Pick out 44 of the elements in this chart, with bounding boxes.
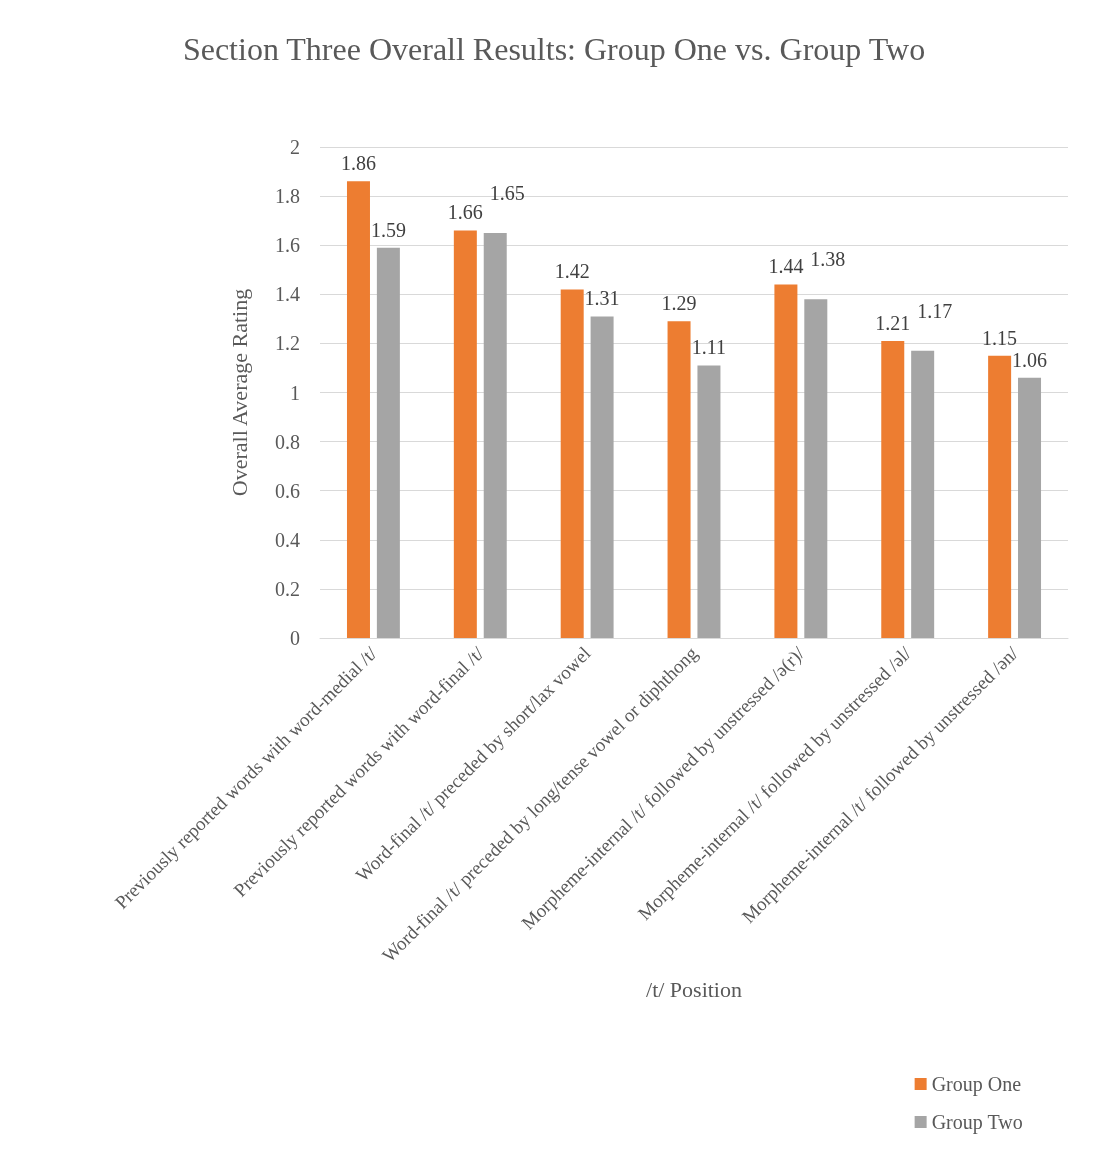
bar [590,316,614,638]
bar [667,321,691,638]
y-tick-label: 1 [290,381,300,404]
data-label: 1.66 [447,201,483,224]
bar [453,230,477,638]
bar [881,340,905,638]
bar [774,284,798,638]
bar [911,350,935,638]
y-tick-label: 1.4 [275,283,300,306]
data-label: 1.17 [917,299,953,322]
data-label: 1.21 [875,311,911,334]
data-label: 1.31 [584,287,620,310]
y-tick-label: 1.6 [275,234,300,257]
legend-label: Group One [931,1073,1022,1096]
bar [988,355,1012,638]
chart-title: Section Three Overall Results: Group One vs. Group Two [182,31,926,67]
data-label: 1.38 [810,248,846,271]
bar [804,299,828,638]
data-label: 1.59 [370,218,406,241]
y-axis-title: Overall Average Rating [226,288,252,497]
y-tick-label: 0.4 [275,528,300,551]
data-label: 1.65 [489,181,525,204]
data-label: 1.29 [661,292,697,315]
data-label: 1.42 [554,260,590,283]
x-axis-title: /t/ Position [646,976,742,1002]
data-label: 1.06 [1012,348,1048,371]
data-label: 1.11 [691,336,727,359]
y-tick-label: 1.2 [275,332,300,355]
y-tick-label: 1.8 [275,185,300,208]
data-label: 1.15 [982,326,1018,349]
y-tick-label: 2 [290,136,300,158]
y-tick-label: 0 [290,627,300,649]
bar [346,181,370,638]
data-label: 1.44 [768,255,804,278]
y-tick-label: 0.8 [275,430,300,453]
bar [483,232,507,638]
bar [560,289,584,638]
bar [697,365,721,638]
bar [1018,377,1042,638]
bar [376,247,400,638]
data-label: 1.86 [340,152,376,175]
y-tick-label: 0.6 [275,479,300,502]
legend-label: Group Two [931,1111,1023,1134]
y-tick-label: 0.2 [275,577,300,600]
